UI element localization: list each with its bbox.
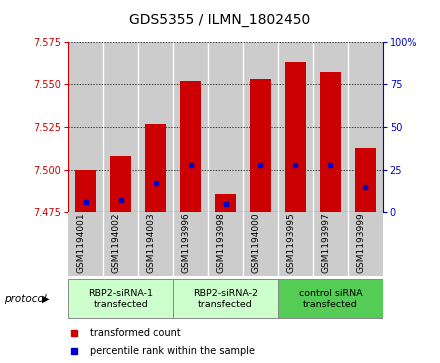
Text: control siRNA
transfected: control siRNA transfected (299, 289, 362, 309)
Bar (285, 62, 306, 212)
Bar (180, 81, 201, 212)
Bar (75, 170, 96, 212)
Bar (208, 212, 243, 276)
Bar (173, 212, 208, 276)
Text: GSM1193996: GSM1193996 (182, 212, 191, 273)
Text: transformed count: transformed count (90, 328, 181, 338)
Bar (68, 42, 173, 212)
Bar (138, 212, 173, 276)
Bar (103, 212, 138, 276)
Bar (355, 147, 376, 212)
Bar (278, 212, 313, 276)
Bar (68, 212, 103, 276)
FancyBboxPatch shape (173, 279, 278, 318)
Bar (320, 73, 341, 212)
Bar (243, 212, 278, 276)
Bar (313, 212, 348, 276)
Bar (348, 212, 383, 276)
Bar (110, 156, 131, 212)
Text: GSM1194002: GSM1194002 (112, 212, 121, 273)
Bar (215, 193, 236, 212)
Text: percentile rank within the sample: percentile rank within the sample (90, 346, 255, 356)
Text: GSM1194001: GSM1194001 (77, 212, 86, 273)
Text: GSM1193997: GSM1193997 (321, 212, 330, 273)
Bar (250, 79, 271, 212)
Text: GSM1193999: GSM1193999 (356, 212, 365, 273)
Text: RBP2-siRNA-2
transfected: RBP2-siRNA-2 transfected (193, 289, 258, 309)
Text: GSM1194000: GSM1194000 (251, 212, 260, 273)
Text: protocol: protocol (4, 294, 47, 303)
FancyBboxPatch shape (278, 279, 383, 318)
FancyBboxPatch shape (68, 279, 173, 318)
Text: RBP2-siRNA-1
transfected: RBP2-siRNA-1 transfected (88, 289, 153, 309)
Text: GSM1193998: GSM1193998 (216, 212, 226, 273)
Bar (173, 42, 278, 212)
Text: GSM1193995: GSM1193995 (286, 212, 295, 273)
Bar (278, 42, 383, 212)
Text: GSM1194003: GSM1194003 (147, 212, 156, 273)
Bar (145, 124, 166, 212)
Text: GDS5355 / ILMN_1802450: GDS5355 / ILMN_1802450 (129, 13, 311, 27)
Text: ▶: ▶ (42, 294, 50, 303)
